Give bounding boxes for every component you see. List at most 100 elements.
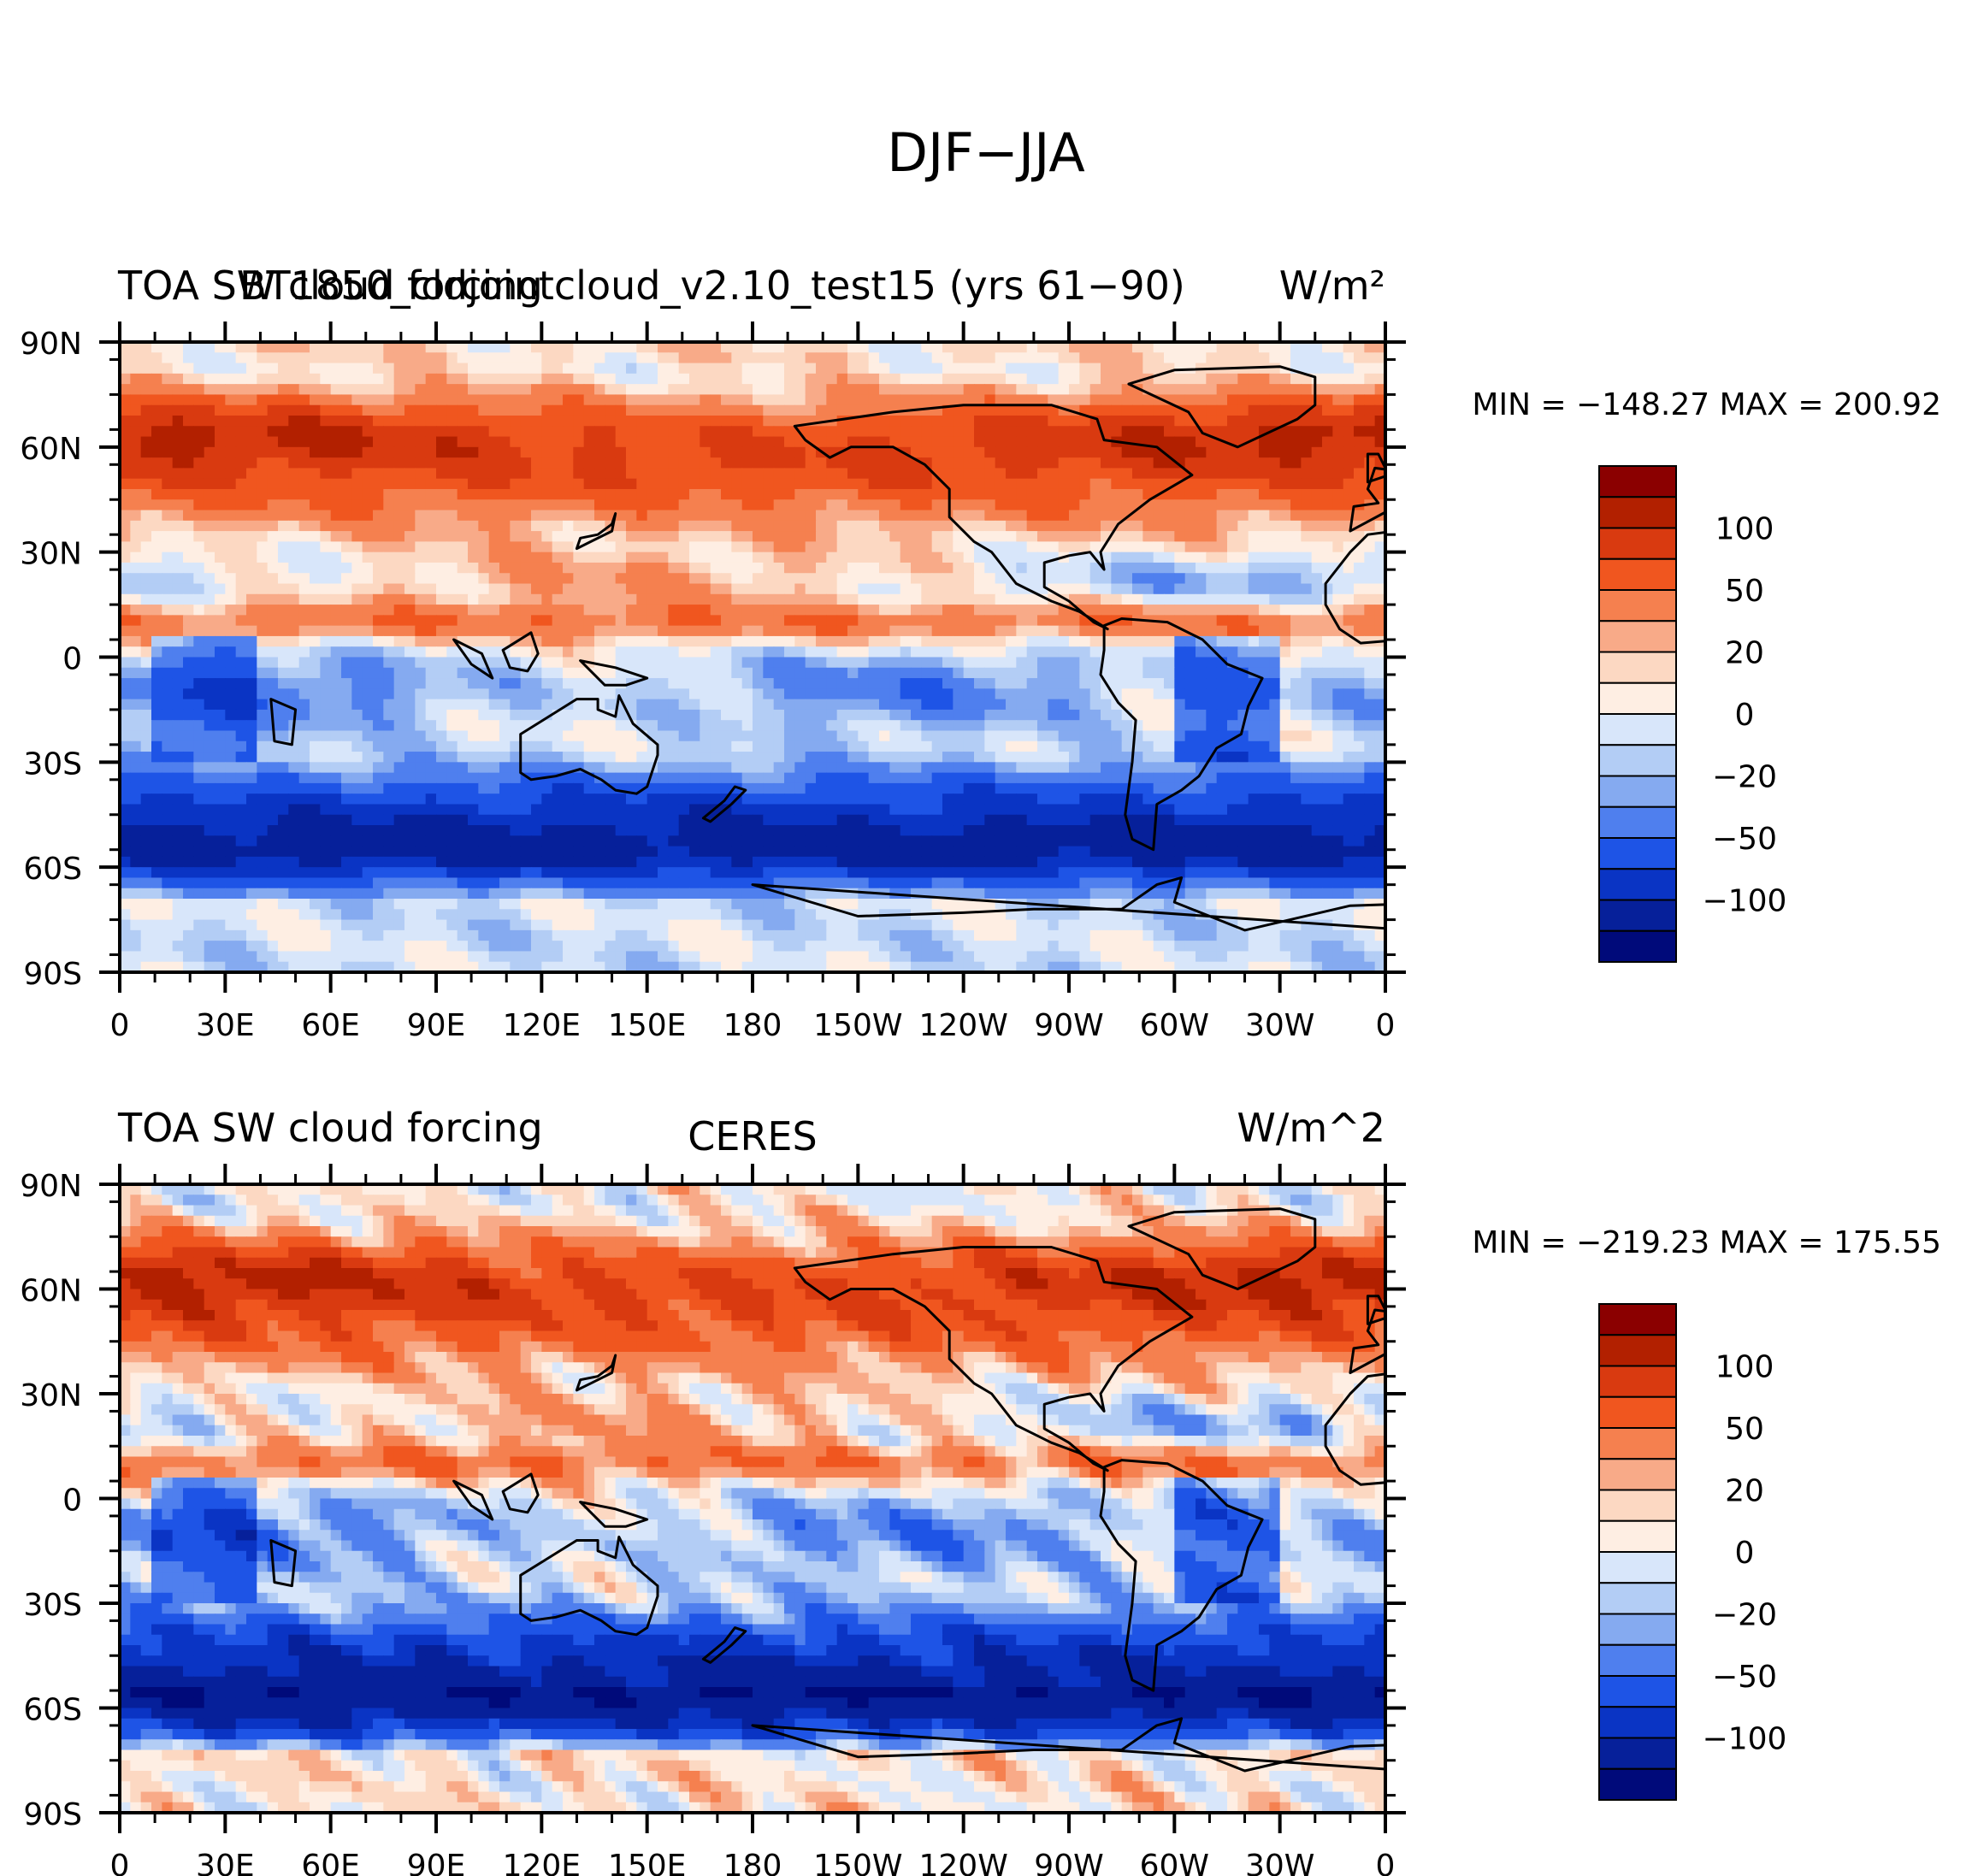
field-cell <box>563 426 574 438</box>
field-cell <box>1121 520 1133 532</box>
field-cell <box>457 488 469 500</box>
field-cell <box>404 478 416 490</box>
field-cell <box>130 615 142 627</box>
field-cell <box>1006 342 1017 353</box>
field-cell <box>805 688 817 700</box>
field-cell <box>373 363 384 375</box>
field-cell <box>763 688 775 700</box>
field-cell <box>731 573 743 585</box>
field-cell <box>478 593 490 605</box>
field-cell <box>1248 625 1260 637</box>
field-cell <box>974 646 985 658</box>
field-cell <box>784 541 795 553</box>
field-cell <box>1301 583 1313 595</box>
field-cell <box>721 709 732 721</box>
field-cell <box>868 646 880 658</box>
field-cell <box>257 657 269 669</box>
field-cell <box>1153 499 1165 511</box>
field-cell <box>1311 752 1323 763</box>
field-cell <box>183 583 194 595</box>
field-cell <box>225 573 237 585</box>
field-cell <box>1248 457 1260 469</box>
field-cell <box>351 625 363 637</box>
field-cell <box>478 488 490 500</box>
field-cell <box>784 740 795 752</box>
field-cell <box>1037 615 1048 627</box>
field-cell <box>151 499 162 511</box>
field-cell <box>298 363 310 375</box>
field-cell <box>636 531 648 542</box>
field-cell <box>415 615 427 627</box>
field-cell <box>215 730 226 742</box>
field-cell <box>573 436 585 448</box>
field-cell <box>246 762 257 774</box>
field-cell <box>235 583 247 595</box>
field-cell <box>468 573 479 585</box>
field-cell <box>1248 446 1260 458</box>
field-cell <box>552 762 564 774</box>
field-cell <box>541 730 553 742</box>
field-cell <box>1079 635 1091 647</box>
field-cell <box>1279 510 1291 522</box>
field-cell <box>288 657 300 669</box>
field-cell <box>942 363 954 375</box>
field-cell <box>1037 667 1048 679</box>
field-cell <box>984 730 996 742</box>
field-cell <box>215 384 226 396</box>
field-cell <box>1227 615 1238 627</box>
field-cell <box>1069 499 1080 511</box>
field-cell <box>520 688 532 700</box>
field-cell <box>1016 635 1028 647</box>
field-cell <box>278 615 289 627</box>
field-cell <box>1101 720 1112 732</box>
field-cell <box>1048 520 1060 532</box>
field-cell <box>879 605 890 616</box>
field-cell <box>457 446 469 458</box>
field-cell <box>393 762 405 774</box>
field-cell <box>478 352 490 364</box>
field-cell <box>425 667 437 679</box>
field-cell <box>784 593 795 605</box>
field-cell <box>1037 657 1048 669</box>
field-cell <box>415 720 427 732</box>
field-cell <box>563 740 574 752</box>
field-cell <box>552 615 564 627</box>
field-cell <box>1089 488 1101 500</box>
field-cell <box>1142 562 1154 574</box>
field-cell <box>531 583 542 595</box>
field-cell <box>1374 688 1385 700</box>
field-cell <box>1206 667 1218 679</box>
field-cell <box>130 468 142 480</box>
field-cell <box>626 520 637 532</box>
field-cell <box>647 583 658 595</box>
field-cell <box>1079 678 1091 689</box>
field-cell <box>120 436 131 448</box>
field-cell <box>204 478 216 490</box>
field-cell <box>805 342 817 353</box>
field-cell <box>457 394 469 406</box>
field-cell <box>731 552 743 563</box>
field-cell <box>953 583 965 595</box>
field-cell <box>383 730 395 742</box>
field-cell <box>183 541 194 553</box>
field-cell <box>1227 762 1238 774</box>
field-cell <box>953 562 965 574</box>
field-cell <box>320 426 332 438</box>
field-cell <box>468 562 479 574</box>
field-cell <box>1322 468 1333 480</box>
field-cell <box>204 657 216 669</box>
field-cell <box>225 625 237 637</box>
field-cell <box>1079 478 1091 490</box>
field-cell <box>942 426 954 438</box>
field-cell <box>1237 593 1249 605</box>
field-cell <box>668 635 680 647</box>
field-cell <box>246 772 257 784</box>
field-cell <box>341 573 352 585</box>
field-cell <box>362 625 374 637</box>
field-cell <box>457 583 469 595</box>
field-cell <box>626 363 637 375</box>
field-cell <box>753 436 764 448</box>
field-cell <box>826 720 838 732</box>
field-cell <box>1332 426 1344 438</box>
field-cell <box>658 635 669 647</box>
